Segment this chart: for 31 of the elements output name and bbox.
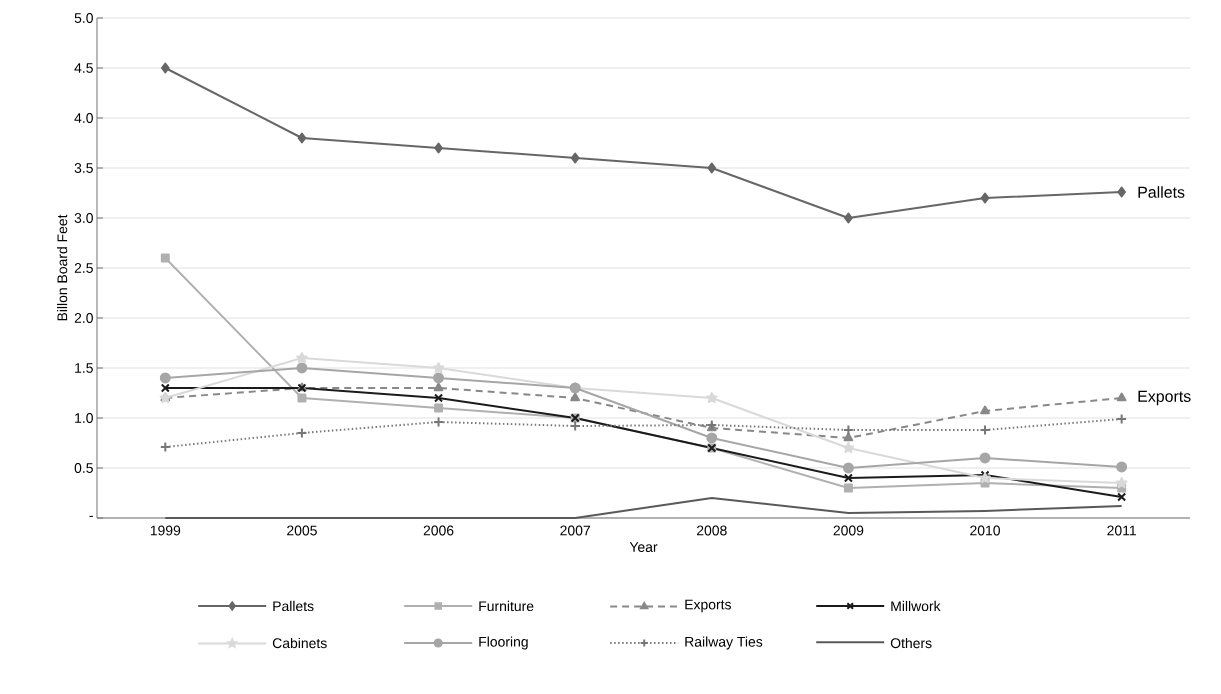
y-tick-label: 3.0: [74, 213, 93, 223]
y-tick-label: 3.5: [74, 163, 93, 173]
x-tick-label: 2009: [833, 525, 864, 536]
legend-label: Exports: [685, 599, 731, 613]
legend-label: Millwork: [891, 600, 941, 612]
x-tick-label: 2007: [560, 525, 590, 536]
y-tick-label: 1.5: [75, 363, 93, 373]
legend-label: Flooring: [479, 636, 528, 650]
x-tick-label: 2008: [696, 525, 727, 536]
y-axis-title: Billon Board Feet: [57, 214, 68, 321]
y-tick-label: 4.0: [74, 113, 93, 123]
legend-label: Railway Ties: [685, 636, 763, 650]
y-tick-label: 1.0: [75, 413, 93, 423]
legend-label: Pallets: [273, 600, 314, 612]
y-tick-label: 4.5: [74, 63, 93, 73]
annotation: Exports: [1138, 390, 1191, 406]
x-tick-label: 2005: [287, 525, 317, 536]
x-axis-title: Year: [629, 542, 658, 552]
y-tick-label: 2.5: [74, 263, 93, 273]
legend-label: Furniture: [479, 600, 534, 612]
y-tick-label: 5.0: [74, 13, 93, 23]
legend-label: Others: [890, 637, 932, 649]
legend-label: Cabinets: [272, 637, 327, 649]
x-tick-label: 2010: [970, 525, 1000, 536]
y-tick-label: 2.0: [74, 313, 93, 323]
x-tick-label: 2011: [1107, 525, 1136, 536]
y-tick-label: 0.5: [74, 463, 93, 473]
y-tick-label: -: [89, 515, 93, 517]
x-tick-label: 1999: [150, 525, 181, 536]
annotation: Pallets: [1138, 186, 1185, 198]
x-tick-label: 2006: [423, 525, 454, 536]
